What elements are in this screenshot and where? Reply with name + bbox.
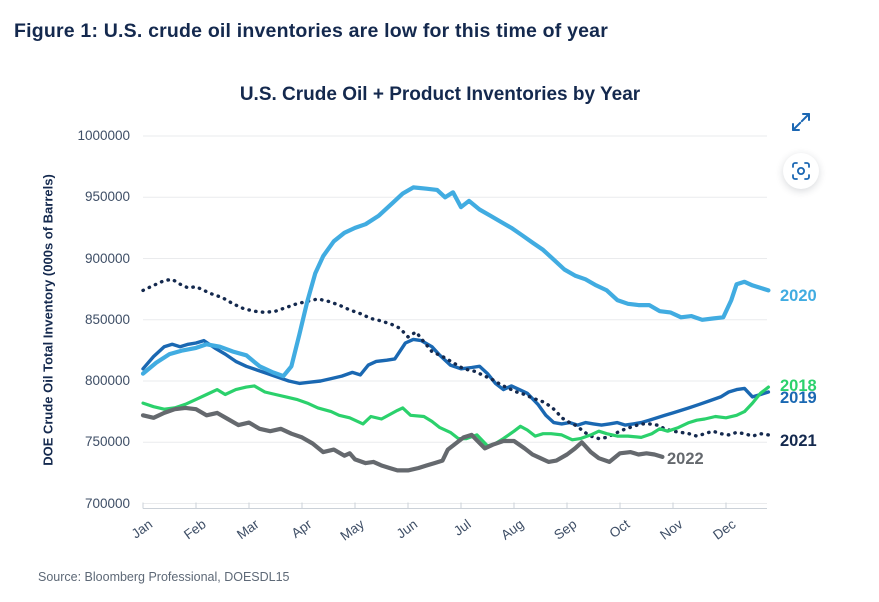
series-label-2018: 2018 xyxy=(780,377,817,395)
y-tick-label: 700000 xyxy=(84,495,130,511)
series-line-2018 xyxy=(141,384,771,448)
expand-icon xyxy=(792,113,810,131)
y-tick-label: 750000 xyxy=(84,434,130,450)
chart-title: U.S. Crude Oil + Product Inventories by … xyxy=(239,84,641,105)
series-line-2019 xyxy=(141,337,771,427)
y-tick-label: 900000 xyxy=(84,250,130,266)
series-line-2021 xyxy=(141,277,771,441)
series-label-2022: 2022 xyxy=(667,450,704,468)
y-tick-label: 950000 xyxy=(84,189,130,205)
y-tick-label: 1000000 xyxy=(77,128,130,143)
series-line-2022 xyxy=(140,405,665,473)
source-note: Source: Bloomberg Professional, DOESDL15 xyxy=(38,570,290,584)
series-label-2020: 2020 xyxy=(780,287,817,305)
series-line-2020 xyxy=(140,185,771,379)
screenshot-button[interactable] xyxy=(783,153,819,189)
expand-button[interactable] xyxy=(788,109,814,135)
screenshot-icon xyxy=(792,162,810,180)
series-label-2021: 2021 xyxy=(780,432,817,450)
figure-title: Figure 1: U.S. crude oil inventories are… xyxy=(14,20,609,42)
series-label-2019: 2019 xyxy=(780,389,817,407)
y-tick-label: 850000 xyxy=(84,311,130,327)
y-tick-label: 800000 xyxy=(84,373,130,388)
